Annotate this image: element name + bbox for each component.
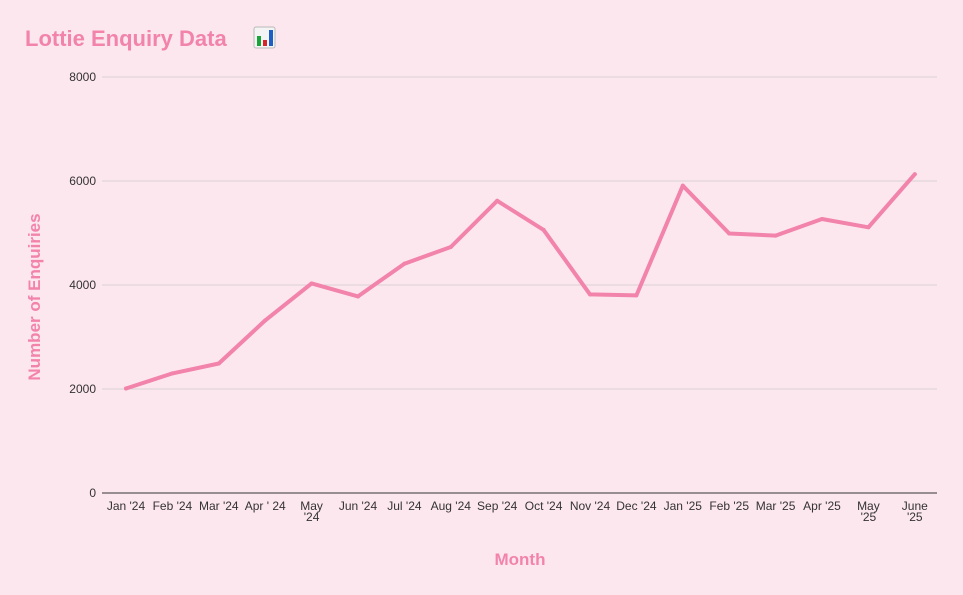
x-tick-label: May '25 xyxy=(857,499,880,524)
y-tick-label: 2000 xyxy=(69,382,96,396)
data-point xyxy=(216,361,221,366)
data-point xyxy=(402,261,407,266)
emoji-bar xyxy=(263,40,267,46)
chart-title-text: Lottie Enquiry Data xyxy=(25,26,227,51)
x-tick-label: Jun '24 xyxy=(339,499,378,513)
x-tick-label: Apr '25 xyxy=(803,499,841,513)
data-point xyxy=(727,231,732,236)
y-axis-ticks: 0 2000 4000 6000 8000 xyxy=(69,70,96,500)
data-point xyxy=(912,172,917,177)
x-tick-label: Jan '24 xyxy=(107,499,146,513)
data-point xyxy=(820,216,824,221)
y-tick-label: 0 xyxy=(89,486,96,500)
x-tick-label: Mar '24 xyxy=(199,499,239,513)
x-axis-ticks: Jan '24 Feb '24 Mar '24 Apr ' 24 May '24 Jun '… xyxy=(107,499,928,524)
x-tick-label: Feb '24 xyxy=(153,499,193,513)
series-layer xyxy=(124,172,917,391)
x-axis-title: Month xyxy=(495,550,546,569)
data-point xyxy=(170,371,175,376)
data-point xyxy=(448,245,453,250)
y-tick-label: 4000 xyxy=(69,278,96,292)
x-tick-label: Jan '25 xyxy=(664,499,703,513)
x-tick-label: Feb '25 xyxy=(709,499,749,513)
series-line xyxy=(124,172,917,391)
y-tick-label: 8000 xyxy=(69,70,96,84)
data-point xyxy=(541,227,546,232)
gridlines xyxy=(102,76,937,494)
x-tick-label: Apr ' 24 xyxy=(245,499,286,513)
x-tick-label: Dec '24 xyxy=(616,499,657,513)
emoji-bar xyxy=(269,30,273,46)
x-tick-label: Oct '24 xyxy=(525,499,563,513)
data-point xyxy=(309,281,314,286)
x-tick-label: Nov '24 xyxy=(570,499,611,513)
x-tick-label: Sep '24 xyxy=(477,499,518,513)
chart-title: Lottie Enquiry Data xyxy=(25,26,227,51)
x-tick-label: June '25 xyxy=(902,499,928,524)
data-point xyxy=(263,318,268,323)
emoji-bar xyxy=(257,36,261,46)
y-tick-label: 6000 xyxy=(69,174,96,188)
data-point xyxy=(680,183,685,188)
data-point xyxy=(588,292,592,297)
y-axis-title: Number of Enquiries xyxy=(25,213,44,380)
x-tick-label: Aug '24 xyxy=(431,499,472,513)
data-point xyxy=(866,225,871,230)
x-tick-label: Jul '24 xyxy=(387,499,422,513)
data-point xyxy=(356,294,360,299)
data-point xyxy=(634,293,639,298)
x-tick-label: May '24 xyxy=(300,499,323,524)
bar-chart-emoji-icon xyxy=(253,26,276,49)
data-point xyxy=(773,233,778,238)
data-point xyxy=(495,198,500,203)
x-tick-label: Mar '25 xyxy=(756,499,796,513)
data-point xyxy=(124,386,128,391)
